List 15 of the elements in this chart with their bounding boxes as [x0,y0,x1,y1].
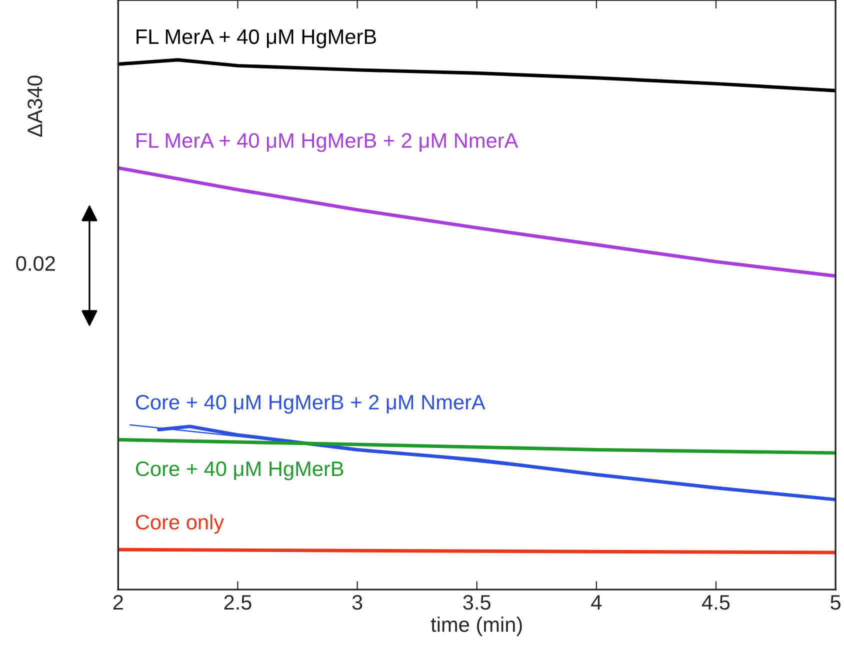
series-label: FL MerA + 40 μM HgMerB [136,29,376,48]
x-axis-title: time (min) [430,616,522,636]
x-tick-label: 3.5 [463,595,490,610]
x-tick-label: 2 [113,595,123,610]
series-label: Core + 40 μM HgMerB [136,461,344,480]
x-tick-label: 4.5 [702,595,730,610]
text: 0.02 [16,256,55,271]
series-label: Core + 40 μM HgMerB + 2 μM NmerA [136,394,486,414]
x-tick-label: 2.5 [224,595,252,610]
series-label: FL MerA + 40 μM HgMerB + 2 μM NmerA [136,133,518,152]
x-tick-label: 5 [830,595,840,610]
series-label: Core only [136,514,224,534]
x-tick-label: 3 [352,595,362,610]
x-tick-label: 4 [591,595,602,610]
y-axis-title: ΔA340 [28,76,42,137]
